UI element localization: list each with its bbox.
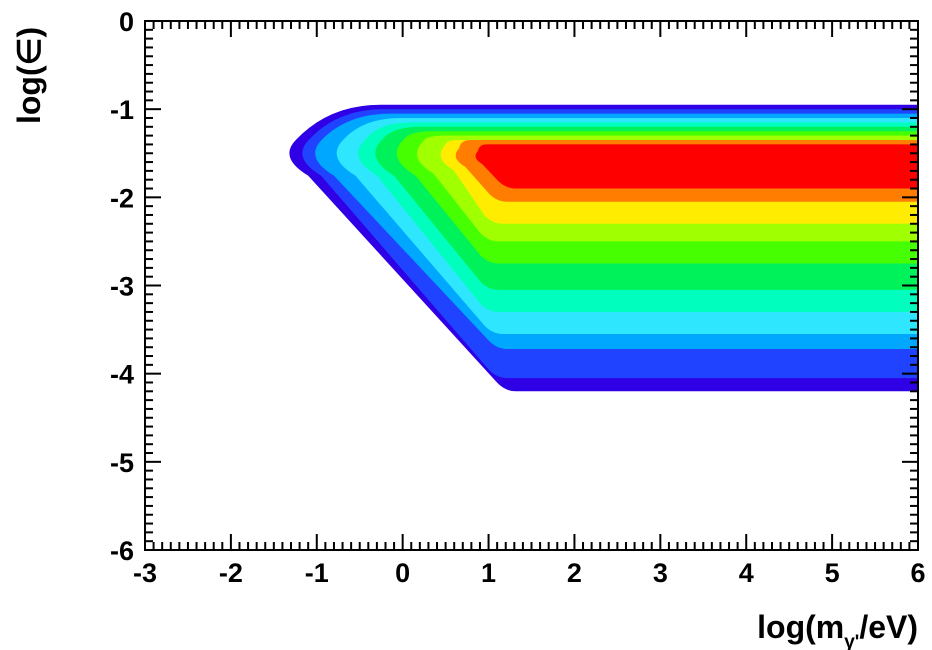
x-tick-label: 3: [653, 558, 668, 588]
contour-region-11: [475, 144, 918, 189]
y-tick-label: 0: [119, 7, 134, 37]
x-tick-label: 0: [395, 558, 410, 588]
y-tick-label: -2: [110, 183, 134, 213]
x-axis-title-suffix: /eV): [859, 609, 918, 645]
y-tick-label: -3: [110, 272, 134, 302]
x-axis-title: log(mγ'/eV): [757, 609, 918, 650]
y-tick-label: -1: [110, 95, 134, 125]
x-tick-label: -3: [133, 558, 157, 588]
x-tick-label: 5: [825, 558, 840, 588]
x-tick-label: 4: [739, 558, 754, 588]
contour-regions: [289, 104, 919, 392]
x-axis-title-subscript: γ': [844, 632, 859, 650]
x-tick-label: 2: [567, 558, 582, 588]
y-axis-title: log(∈): [11, 27, 47, 124]
x-tick-label: -1: [305, 558, 329, 588]
x-tick-label: 1: [481, 558, 496, 588]
y-tick-label: -5: [110, 448, 134, 478]
y-tick-label: -4: [110, 360, 134, 390]
x-tick-label: 6: [910, 558, 925, 588]
axis-ticks: [144, 20, 919, 551]
x-tick-label: -2: [219, 558, 243, 588]
x-axis-title-prefix: log(m: [757, 609, 844, 645]
tick-labels: -3 -2 -1 0 1 2 3 4 5 6 0 -1 -2 -3 -4 -5 -6: [110, 7, 926, 588]
y-tick-label: -6: [110, 536, 134, 566]
